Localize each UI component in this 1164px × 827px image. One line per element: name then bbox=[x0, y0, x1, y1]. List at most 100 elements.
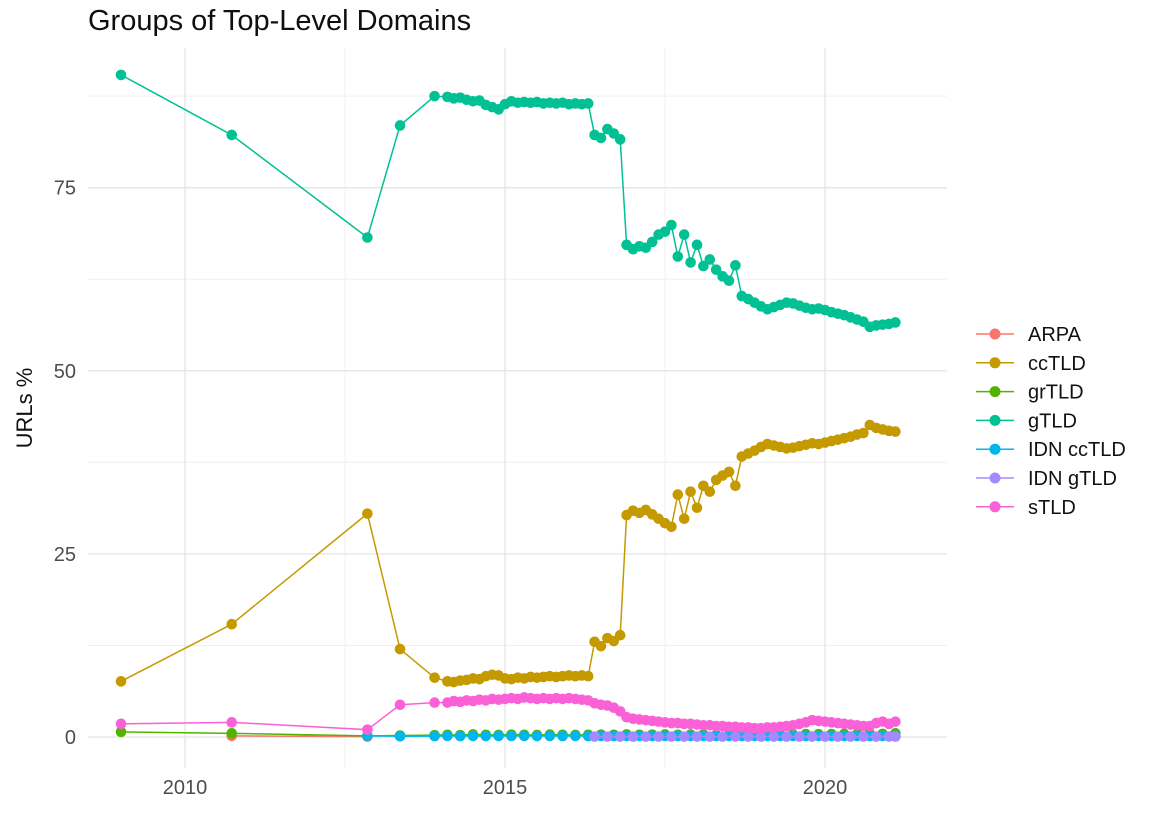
chart-title: Groups of Top-Level Domains bbox=[88, 5, 471, 37]
legend-key-dot-gtld bbox=[989, 414, 1001, 426]
data-point-cctld bbox=[614, 629, 626, 641]
data-point-idn-gtld bbox=[627, 731, 639, 742]
data-point-idn-gtld bbox=[666, 731, 677, 742]
data-point-idn-cctld bbox=[467, 730, 479, 742]
data-point-idn-gtld bbox=[678, 731, 690, 742]
legend-label-idn-cctld: IDN ccTLD bbox=[1028, 439, 1126, 461]
data-point-idn-cctld bbox=[557, 730, 568, 742]
data-point-idn-cctld bbox=[394, 730, 406, 742]
data-point-gtld bbox=[691, 239, 703, 251]
data-point-gtld bbox=[678, 229, 690, 240]
data-point-cctld bbox=[666, 521, 677, 533]
legend-item-gtld: gTLD bbox=[976, 410, 1077, 432]
y-tick-label-75: 75 bbox=[54, 178, 76, 200]
data-point-cctld bbox=[723, 466, 735, 478]
data-point-idn-gtld bbox=[730, 731, 741, 742]
y-tick-label-25: 25 bbox=[54, 544, 76, 566]
data-point-gtld bbox=[226, 129, 238, 141]
data-point-gtld bbox=[672, 251, 684, 262]
data-point-idn-cctld bbox=[442, 730, 453, 742]
legend-key-dot-idn-gtld bbox=[989, 472, 1001, 484]
data-point-cctld bbox=[595, 640, 607, 652]
data-point-idn-gtld bbox=[794, 731, 805, 742]
x-tick-label-2020: 2020 bbox=[803, 777, 848, 799]
legend-label-arpa: ARPA bbox=[1028, 324, 1082, 346]
data-point-cctld bbox=[394, 643, 406, 655]
data-point-idn-gtld bbox=[845, 731, 856, 742]
data-point-stld bbox=[226, 717, 238, 728]
minor-gridlines bbox=[88, 48, 947, 768]
data-point-cctld bbox=[582, 670, 594, 682]
data-point-idn-gtld bbox=[781, 731, 792, 742]
data-point-cctld bbox=[678, 513, 690, 525]
major-gridlines bbox=[88, 48, 947, 768]
data-point-idn-cctld bbox=[518, 730, 530, 742]
data-point-grtld bbox=[226, 728, 238, 739]
data-point-cctld bbox=[730, 480, 741, 492]
data-point-cctld bbox=[226, 618, 238, 630]
y-axis-title: URLs % bbox=[12, 368, 37, 449]
series-line-gtld bbox=[120, 74, 896, 328]
data-point-idn-gtld bbox=[742, 731, 754, 742]
data-point-idn-gtld bbox=[640, 731, 652, 742]
legend-key-dot-cctld bbox=[989, 357, 1001, 369]
data-point-stld bbox=[394, 699, 406, 711]
data-point-idn-gtld bbox=[870, 731, 882, 742]
data-point-stld bbox=[429, 697, 440, 708]
data-point-idn-gtld bbox=[832, 731, 844, 742]
data-point-cctld bbox=[691, 502, 703, 514]
data-point-idn-cctld bbox=[454, 730, 466, 742]
data-point-gtld bbox=[582, 98, 594, 109]
data-point-gtld bbox=[646, 236, 658, 248]
data-point-grtld bbox=[115, 726, 127, 738]
data-point-idn-cctld bbox=[531, 730, 543, 742]
legend-key-dot-idn-cctld bbox=[989, 443, 1001, 455]
data-point-idn-gtld bbox=[890, 731, 901, 742]
data-point-stld bbox=[115, 718, 127, 730]
legend-item-stld: sTLD bbox=[976, 497, 1076, 519]
legend-item-grtld: grTLD bbox=[976, 382, 1084, 404]
data-point-idn-gtld bbox=[819, 731, 831, 742]
data-point-gtld bbox=[394, 120, 406, 131]
data-point-idn-gtld bbox=[691, 731, 703, 742]
data-point-idn-gtld bbox=[614, 731, 626, 742]
x-tick-label-2010: 2010 bbox=[163, 777, 208, 799]
series-gtld bbox=[115, 69, 901, 333]
legend-label-cctld: ccTLD bbox=[1028, 353, 1086, 375]
data-point-gtld bbox=[614, 134, 626, 145]
data-point-idn-cctld bbox=[493, 730, 504, 742]
data-point-idn-cctld bbox=[570, 730, 581, 742]
legend: ARPA ccTLD grTLD gTLD IDN ccTLD IDN gTLD sTLD bbox=[976, 324, 1126, 519]
legend-item-idn-cctld: IDN ccTLD bbox=[976, 439, 1126, 461]
legend-item-idn-gtld: IDN gTLD bbox=[976, 468, 1117, 490]
data-point-gtld bbox=[666, 219, 677, 231]
legend-label-stld: sTLD bbox=[1028, 497, 1076, 519]
legend-item-arpa: ARPA bbox=[976, 324, 1082, 346]
data-point-idn-gtld bbox=[704, 731, 716, 742]
data-point-idn-gtld bbox=[768, 731, 780, 742]
data-point-gtld bbox=[698, 260, 709, 272]
data-point-idn-cctld bbox=[480, 730, 492, 742]
data-point-idn-gtld bbox=[602, 731, 613, 742]
data-point-gtld bbox=[429, 90, 440, 102]
data-point-stld bbox=[890, 716, 901, 727]
series-cctld bbox=[115, 419, 901, 688]
data-point-gtld bbox=[362, 232, 373, 243]
data-point-cctld bbox=[858, 427, 869, 439]
legend-key-dot-stld bbox=[989, 501, 1001, 513]
legend-item-cctld: ccTLD bbox=[976, 353, 1086, 375]
data-point-gtld bbox=[890, 317, 901, 328]
legend-label-grtld: grTLD bbox=[1028, 382, 1084, 404]
data-point-cctld bbox=[704, 486, 716, 497]
data-point-idn-gtld bbox=[755, 731, 767, 742]
data-point-gtld bbox=[115, 69, 127, 81]
data-point-cctld bbox=[429, 672, 440, 683]
series-line-arpa bbox=[231, 735, 368, 738]
data-point-idn-gtld bbox=[806, 731, 818, 742]
data-point-idn-gtld bbox=[653, 731, 664, 742]
data-point-idn-cctld bbox=[544, 730, 556, 742]
legend-key-dot-grtld bbox=[989, 386, 1001, 398]
axis-tick-labels: 2010 2015 2020 0 25 50 75 bbox=[54, 178, 848, 799]
